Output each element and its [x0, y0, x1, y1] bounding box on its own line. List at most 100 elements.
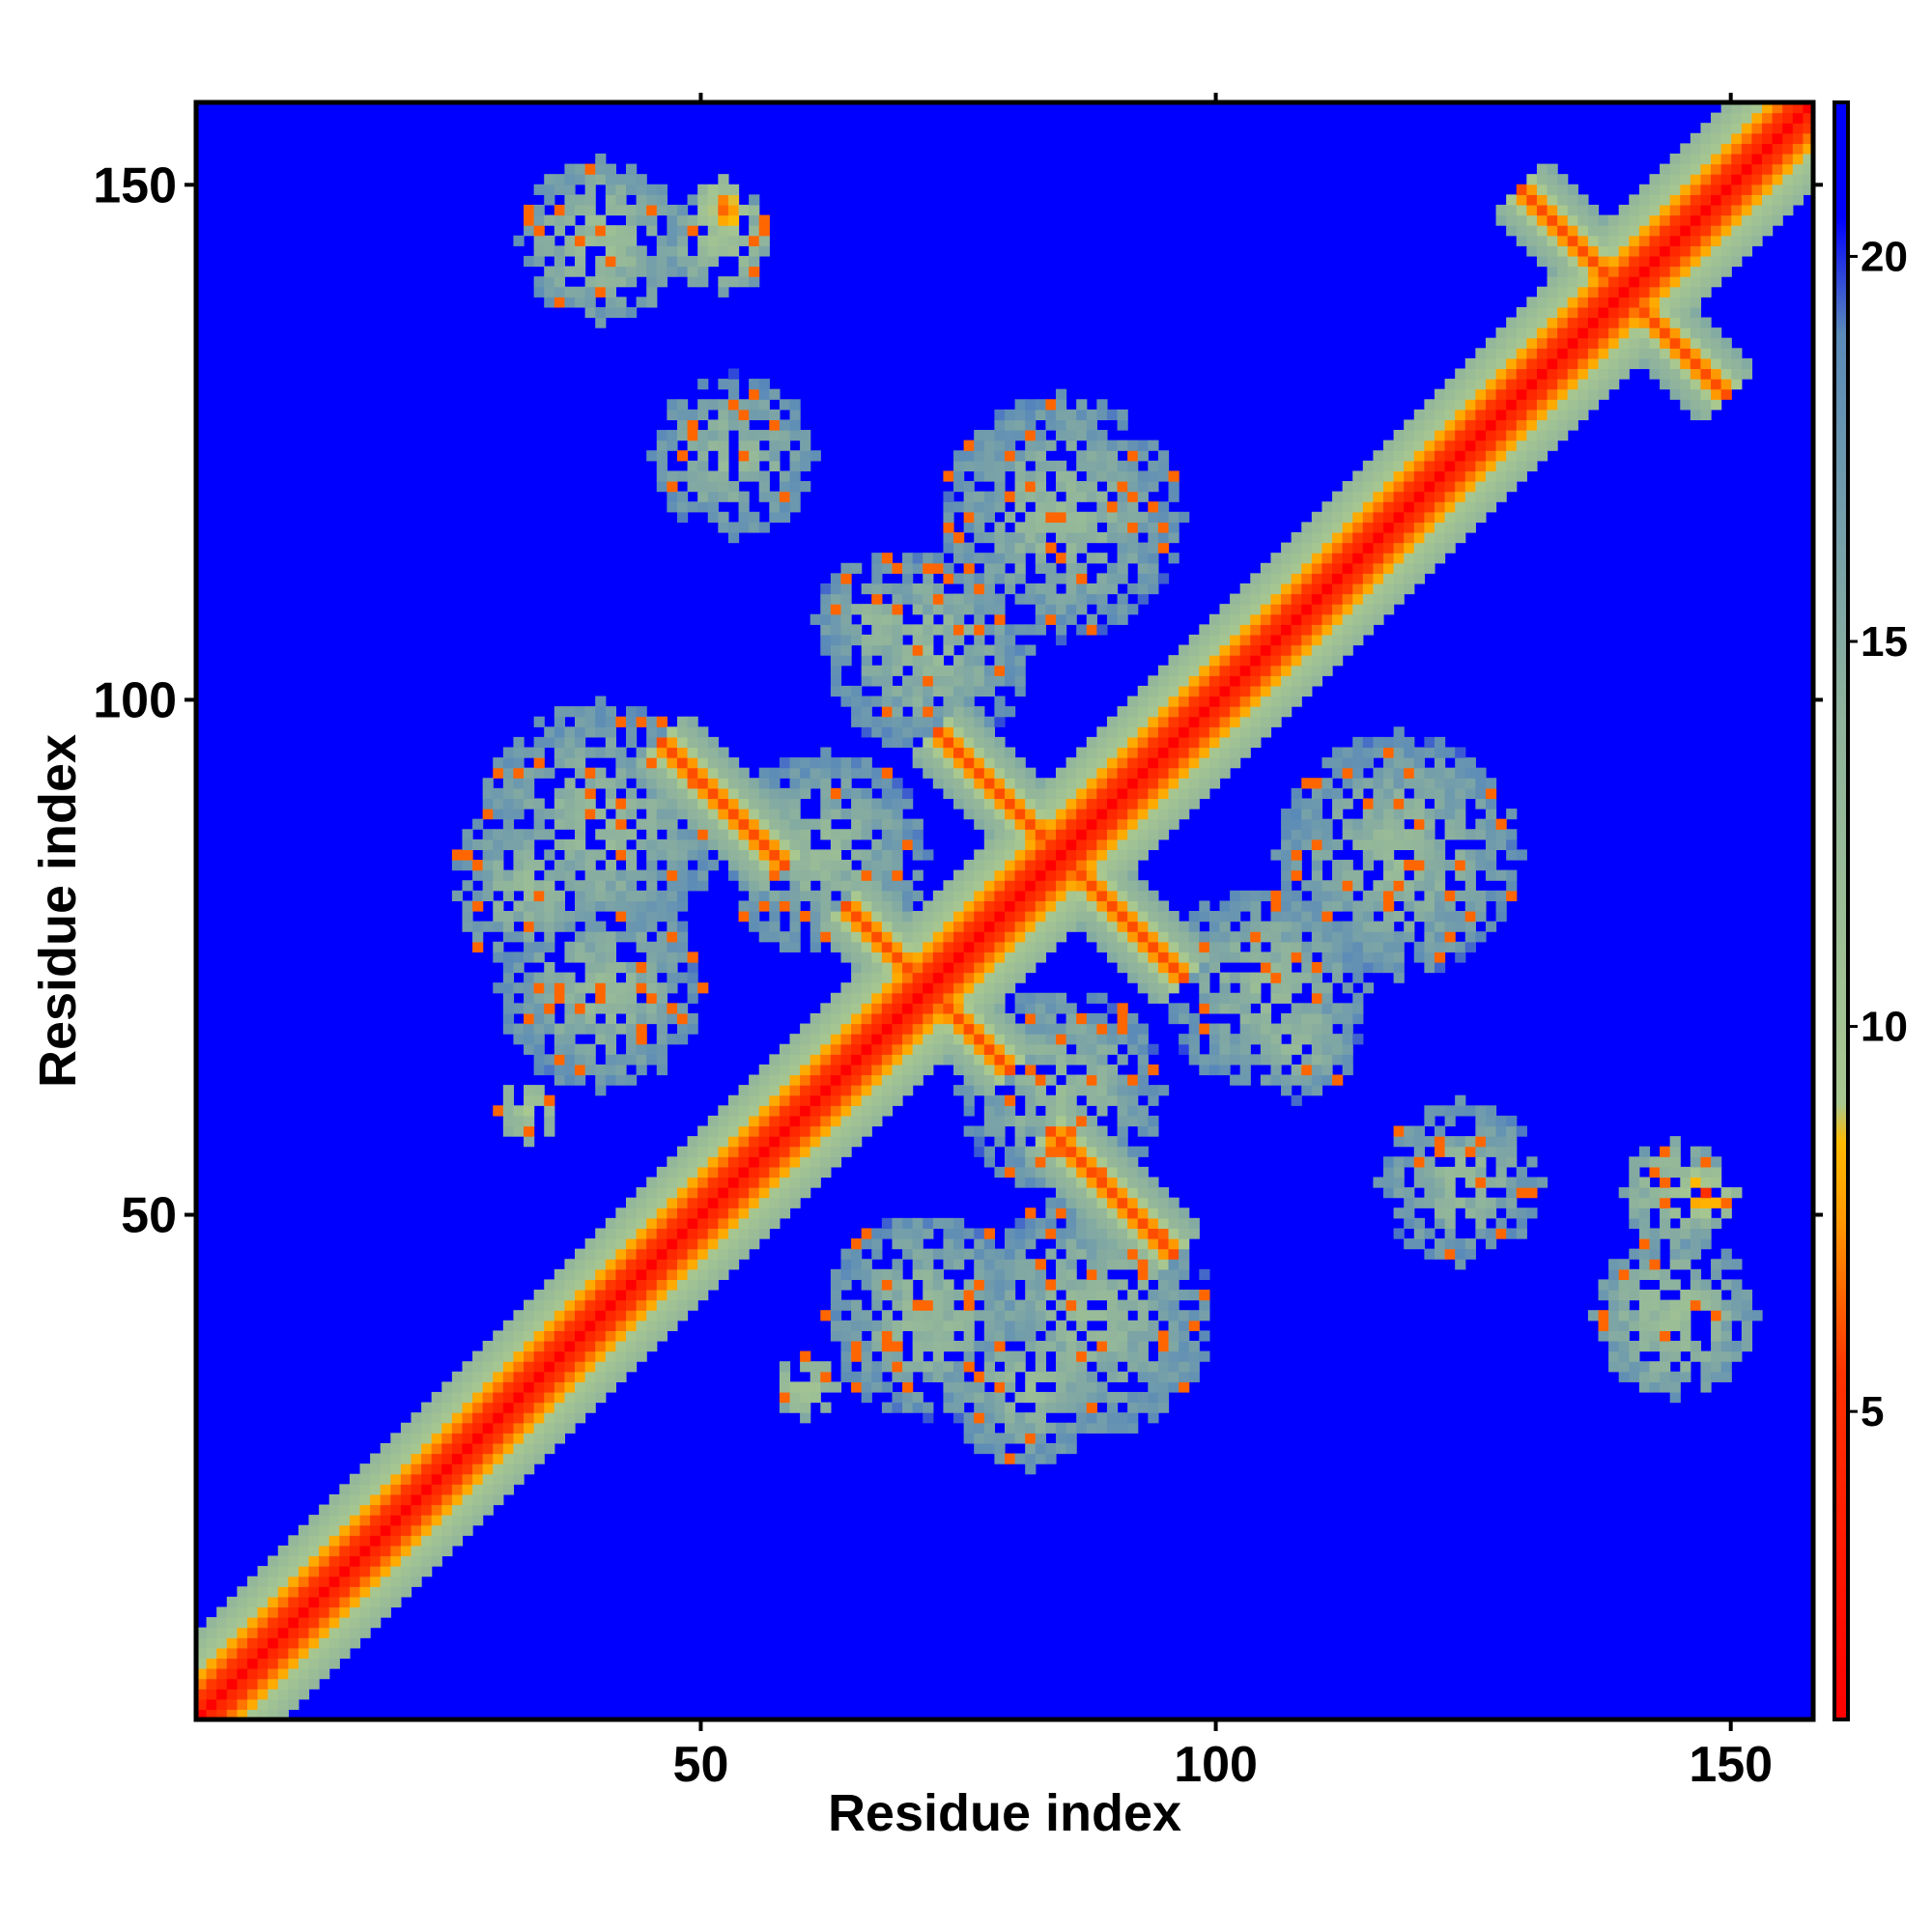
heatmap-cell — [779, 1381, 791, 1393]
heatmap-cell — [667, 890, 678, 901]
heatmap-cell — [861, 1259, 872, 1270]
heatmap-cell — [1148, 481, 1159, 493]
heatmap-cell — [912, 685, 923, 697]
heatmap-cell — [912, 604, 923, 615]
heatmap-cell — [1005, 838, 1016, 851]
heatmap-cell — [1219, 634, 1231, 646]
heatmap-cell — [994, 829, 1006, 840]
heatmap-cell — [615, 778, 627, 789]
heatmap-cell — [963, 1381, 975, 1393]
heatmap-cell — [994, 1105, 1006, 1117]
heatmap-cell — [800, 1381, 811, 1393]
heatmap-cell — [1096, 1330, 1108, 1342]
heatmap-cell — [1157, 757, 1170, 769]
heatmap-cell — [1086, 1412, 1097, 1424]
heatmap-cell — [1086, 1371, 1097, 1382]
heatmap-cell — [1014, 655, 1026, 667]
heatmap-cell — [554, 1391, 566, 1404]
heatmap-cell — [749, 880, 760, 892]
heatmap-cell — [431, 1473, 442, 1485]
heatmap-cell — [912, 655, 923, 667]
heatmap-cell — [564, 809, 576, 820]
heatmap-cell — [646, 809, 658, 820]
heatmap-cell — [1199, 1064, 1210, 1076]
heatmap-cell — [892, 726, 903, 738]
heatmap-cell — [441, 1545, 453, 1557]
heatmap-cell — [697, 245, 709, 257]
heatmap-cell — [983, 726, 995, 738]
heatmap-cell — [892, 1085, 903, 1096]
heatmap-cell — [524, 1463, 535, 1475]
heatmap-cell — [370, 1453, 382, 1464]
heatmap-cell — [656, 809, 668, 820]
heatmap-cell — [605, 880, 616, 892]
heatmap-cell — [810, 1064, 821, 1076]
heatmap-cell — [840, 890, 852, 901]
heatmap-cell — [1014, 1085, 1026, 1096]
heatmap-cell — [237, 1596, 248, 1608]
heatmap-cell — [359, 1606, 371, 1618]
heatmap-cell — [1106, 1330, 1119, 1342]
heatmap-cell — [1045, 931, 1057, 943]
heatmap-cell — [636, 1054, 647, 1065]
heatmap-cell — [472, 1361, 484, 1373]
heatmap-cell — [564, 880, 576, 892]
heatmap-cell — [983, 1023, 995, 1035]
heatmap-cell — [502, 869, 515, 881]
heatmap-cell — [1025, 921, 1037, 932]
heatmap-cell — [1035, 890, 1046, 901]
heatmap-cell — [1055, 1350, 1067, 1362]
heatmap-cell — [625, 1228, 638, 1239]
heatmap-cell — [861, 1115, 872, 1127]
heatmap-cell — [676, 1034, 689, 1045]
heatmap-cell — [1168, 1361, 1179, 1373]
heatmap-cell — [820, 604, 832, 615]
heatmap-cell — [646, 961, 658, 974]
heatmap-cell — [246, 1637, 259, 1649]
heatmap-cell — [349, 1576, 361, 1587]
heatmap-cell — [1239, 1043, 1251, 1055]
heatmap-cell — [544, 1330, 555, 1342]
heatmap-cell — [1148, 757, 1159, 769]
heatmap-cell — [749, 194, 760, 206]
heatmap-cell — [237, 1709, 248, 1719]
heatmap-cell — [800, 1146, 811, 1157]
heatmap-cell — [1096, 573, 1108, 584]
heatmap-cell — [1014, 399, 1026, 411]
heatmap-cell — [1179, 1310, 1190, 1321]
heatmap-cell — [667, 921, 678, 932]
heatmap-cell — [738, 778, 750, 789]
heatmap-cell — [1005, 1023, 1016, 1035]
heatmap-cell — [1127, 757, 1139, 769]
heatmap-cell — [1148, 982, 1159, 994]
heatmap-cell — [226, 1637, 238, 1649]
heatmap-cell — [1179, 1350, 1190, 1362]
heatmap-cell — [881, 787, 894, 800]
heatmap-cell — [636, 941, 647, 952]
heatmap-cell — [718, 481, 729, 493]
heatmap-cell — [830, 992, 842, 1004]
heatmap-cell — [1045, 440, 1057, 451]
heatmap-cell — [1014, 972, 1026, 983]
heatmap-cell — [892, 1340, 903, 1352]
heatmap-cell — [983, 1125, 995, 1137]
heatmap-cell — [1250, 982, 1262, 994]
heatmap-cell — [615, 1279, 627, 1291]
heatmap-cell — [1014, 1422, 1026, 1434]
heatmap-cell — [667, 235, 678, 246]
heatmap-cell — [769, 1166, 781, 1179]
heatmap-cell — [861, 1340, 872, 1352]
heatmap-cell — [595, 1290, 607, 1301]
heatmap-cell — [605, 961, 616, 974]
heatmap-cell — [667, 961, 678, 974]
heatmap-cell — [789, 1115, 801, 1127]
heatmap-cell — [1086, 1094, 1097, 1106]
heatmap-cell — [513, 849, 525, 861]
heatmap-cell — [871, 880, 883, 892]
heatmap-cell — [1055, 1361, 1067, 1373]
heatmap-cell — [1106, 747, 1119, 758]
heatmap-cell — [676, 787, 689, 800]
heatmap-cell — [625, 1012, 638, 1025]
heatmap-cell — [994, 1290, 1006, 1301]
heatmap-cell — [472, 941, 484, 952]
